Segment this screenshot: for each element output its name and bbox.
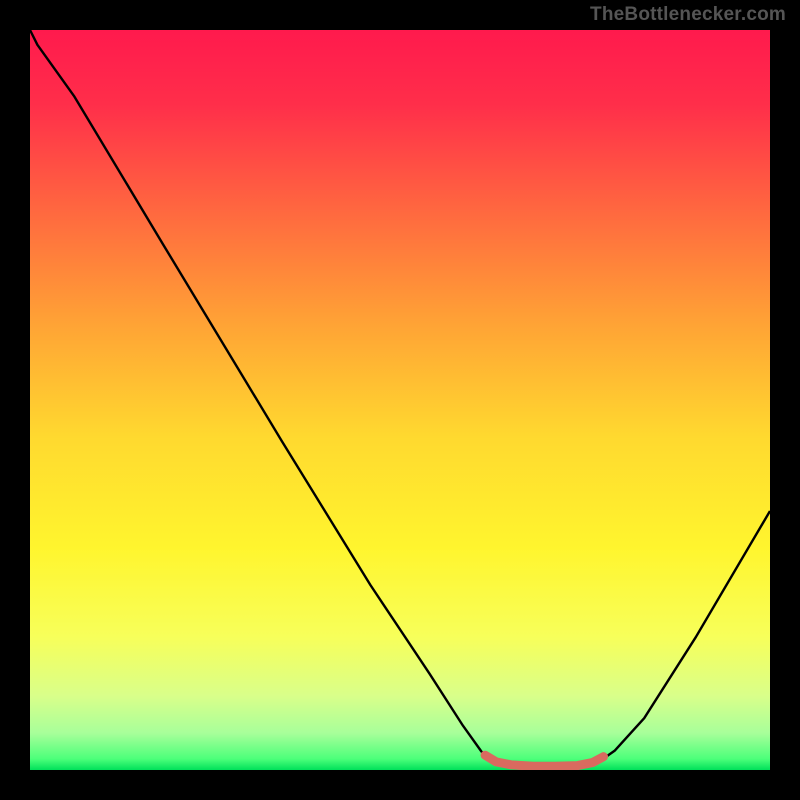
watermark-text: TheBottlenecker.com — [590, 4, 786, 26]
chart-svg — [30, 30, 770, 770]
chart-background — [30, 30, 770, 770]
bottleneck-curve-chart — [30, 30, 770, 770]
chart-frame: TheBottlenecker.com — [0, 0, 800, 800]
